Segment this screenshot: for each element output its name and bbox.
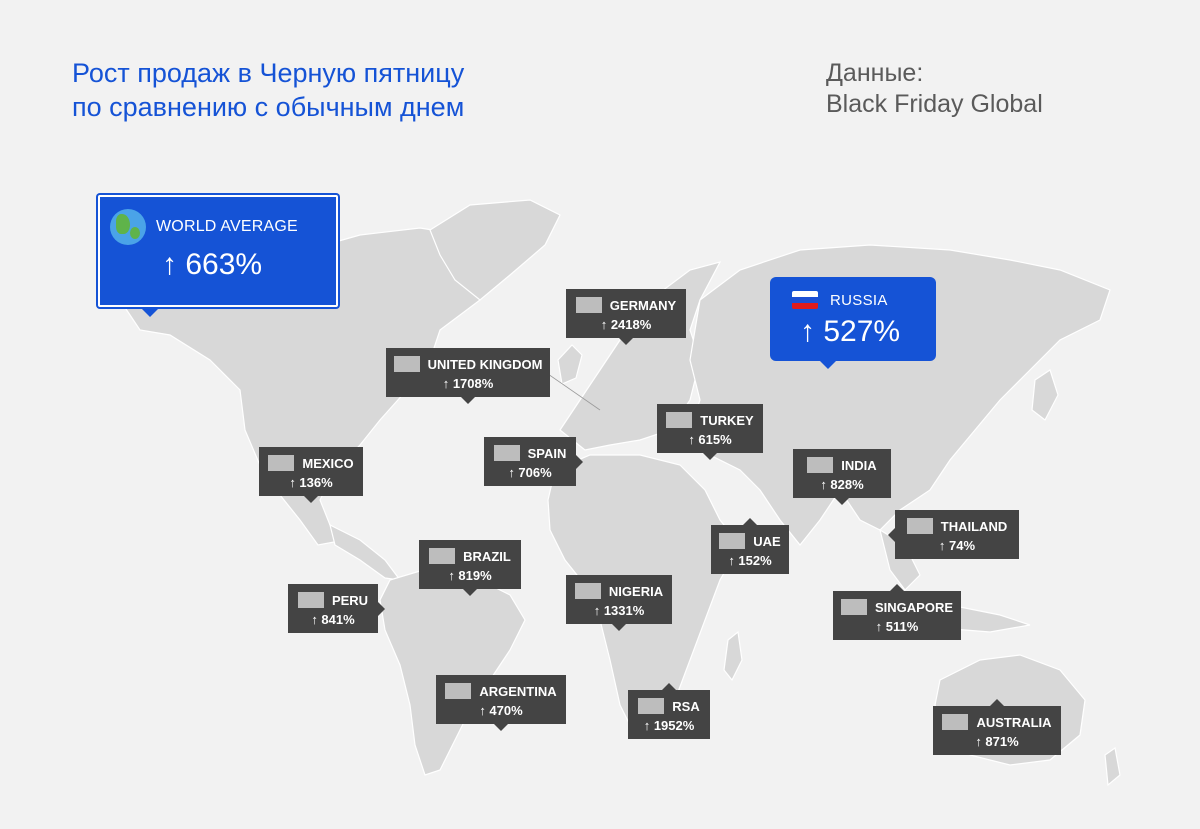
country-label-rsa: RSA ↑ 1952% bbox=[628, 683, 710, 739]
globe-icon bbox=[110, 209, 146, 245]
singapore-flag-icon bbox=[841, 599, 867, 615]
country-label-spain: SPAIN ↑ 706% bbox=[484, 437, 583, 486]
nigeria-flag-icon bbox=[574, 583, 601, 599]
russia-flag-icon bbox=[792, 291, 818, 309]
country-name: BRAZIL bbox=[463, 548, 511, 564]
world-average-callout: WORLD AVERAGE ↑ 663% bbox=[96, 193, 340, 317]
country-name: THAILAND bbox=[940, 518, 1008, 534]
chart-title: Рост продаж в Черную пятницу по сравнени… bbox=[72, 56, 464, 124]
country-label-united-kingdom: UNITED KINGDOM ↑ 1708% bbox=[386, 348, 550, 404]
source-line-2: Black Friday Global bbox=[826, 90, 1043, 118]
world-average-label: WORLD AVERAGE bbox=[156, 218, 298, 235]
rsa-flag-icon bbox=[638, 698, 665, 714]
country-label-india: INDIA ↑ 828% bbox=[793, 449, 891, 505]
title-line-2: по сравнению с обычным днем bbox=[72, 92, 465, 122]
country-value: ↑ 615% bbox=[688, 432, 732, 447]
germany-flag-icon bbox=[575, 297, 602, 313]
country-value: ↑ 1708% bbox=[442, 376, 494, 391]
country-name: MEXICO bbox=[302, 455, 354, 471]
peru-flag-icon bbox=[297, 592, 324, 608]
uk-pointer-line bbox=[547, 373, 601, 411]
country-value: ↑ 470% bbox=[479, 703, 523, 718]
title-line-1: Рост продаж в Черную пятницу bbox=[72, 58, 465, 88]
uk-flag-icon bbox=[393, 356, 420, 372]
country-label-singapore: SINGAPORE ↑ 511% bbox=[833, 584, 961, 640]
country-label-nigeria: NIGERIA ↑ 1331% bbox=[566, 575, 672, 631]
brazil-flag-icon bbox=[429, 548, 456, 564]
country-value: ↑ 819% bbox=[448, 568, 492, 583]
country-value: ↑ 152% bbox=[728, 553, 772, 568]
central-america-landmass bbox=[329, 523, 402, 581]
country-name: TURKEY bbox=[700, 412, 754, 428]
country-value: ↑ 1331% bbox=[593, 603, 645, 618]
india-flag-icon bbox=[807, 457, 834, 473]
country-name: AUSTRALIA bbox=[976, 714, 1052, 730]
country-value: ↑ 841% bbox=[311, 612, 355, 627]
country-name: ARGENTINA bbox=[479, 683, 557, 699]
russia-label: RUSSIA bbox=[830, 291, 888, 309]
country-label-mexico: MEXICO ↑ 136% bbox=[259, 447, 363, 503]
spain-flag-icon bbox=[493, 445, 520, 461]
country-label-uae: UAE ↑ 152% bbox=[711, 518, 789, 574]
thailand-flag-icon bbox=[906, 518, 933, 534]
country-name: UAE bbox=[753, 533, 781, 549]
new-zealand-landmass bbox=[1104, 746, 1121, 787]
turkey-flag-icon bbox=[666, 412, 693, 428]
madagascar-landmass bbox=[723, 630, 743, 682]
country-value: ↑ 74% bbox=[938, 538, 976, 553]
country-name: GERMANY bbox=[609, 297, 677, 313]
country-value: ↑ 706% bbox=[508, 465, 552, 480]
world-average-value: ↑ 663% bbox=[162, 248, 263, 281]
country-value: ↑ 511% bbox=[875, 619, 919, 634]
country-name: RSA bbox=[672, 698, 700, 714]
source-line-1: Данные: bbox=[826, 59, 924, 87]
country-value: ↑ 2418% bbox=[600, 317, 652, 332]
country-label-brazil: BRAZIL ↑ 819% bbox=[419, 540, 521, 596]
country-label-thailand: THAILAND ↑ 74% bbox=[888, 510, 1019, 559]
country-label-argentina: ARGENTINA ↑ 470% bbox=[436, 675, 566, 731]
japan-landmass bbox=[1031, 369, 1059, 421]
country-name: SPAIN bbox=[527, 445, 567, 461]
argentina-flag-icon bbox=[445, 683, 472, 699]
russia-callout: RUSSIA ↑ 527% bbox=[770, 277, 936, 369]
south-america-landmass bbox=[379, 567, 526, 776]
country-value: ↑ 1952% bbox=[643, 718, 695, 733]
country-name: PERU bbox=[331, 592, 369, 608]
country-name: UNITED KINGDOM bbox=[427, 356, 543, 372]
country-name: INDIA bbox=[841, 457, 877, 473]
data-source: Данные: Black Friday Global bbox=[826, 58, 1043, 120]
mexico-flag-icon bbox=[268, 455, 295, 471]
country-label-australia: AUSTRALIA ↑ 871% bbox=[933, 699, 1061, 755]
country-value: ↑ 828% bbox=[820, 477, 864, 492]
country-label-turkey: TURKEY ↑ 615% bbox=[657, 404, 763, 460]
australia-flag-icon bbox=[942, 714, 969, 730]
russia-value: ↑ 527% bbox=[800, 315, 901, 348]
country-name: NIGERIA bbox=[608, 583, 664, 599]
greenland-landmass bbox=[429, 199, 561, 301]
uk-landmass bbox=[557, 344, 583, 385]
country-value: ↑ 871% bbox=[975, 734, 1019, 749]
country-label-germany: GERMANY ↑ 2418% bbox=[566, 289, 686, 345]
uae-flag-icon bbox=[719, 533, 746, 549]
country-name: SINGAPORE bbox=[875, 599, 954, 615]
country-value: ↑ 136% bbox=[289, 475, 333, 490]
country-label-peru: PERU ↑ 841% bbox=[288, 584, 385, 633]
